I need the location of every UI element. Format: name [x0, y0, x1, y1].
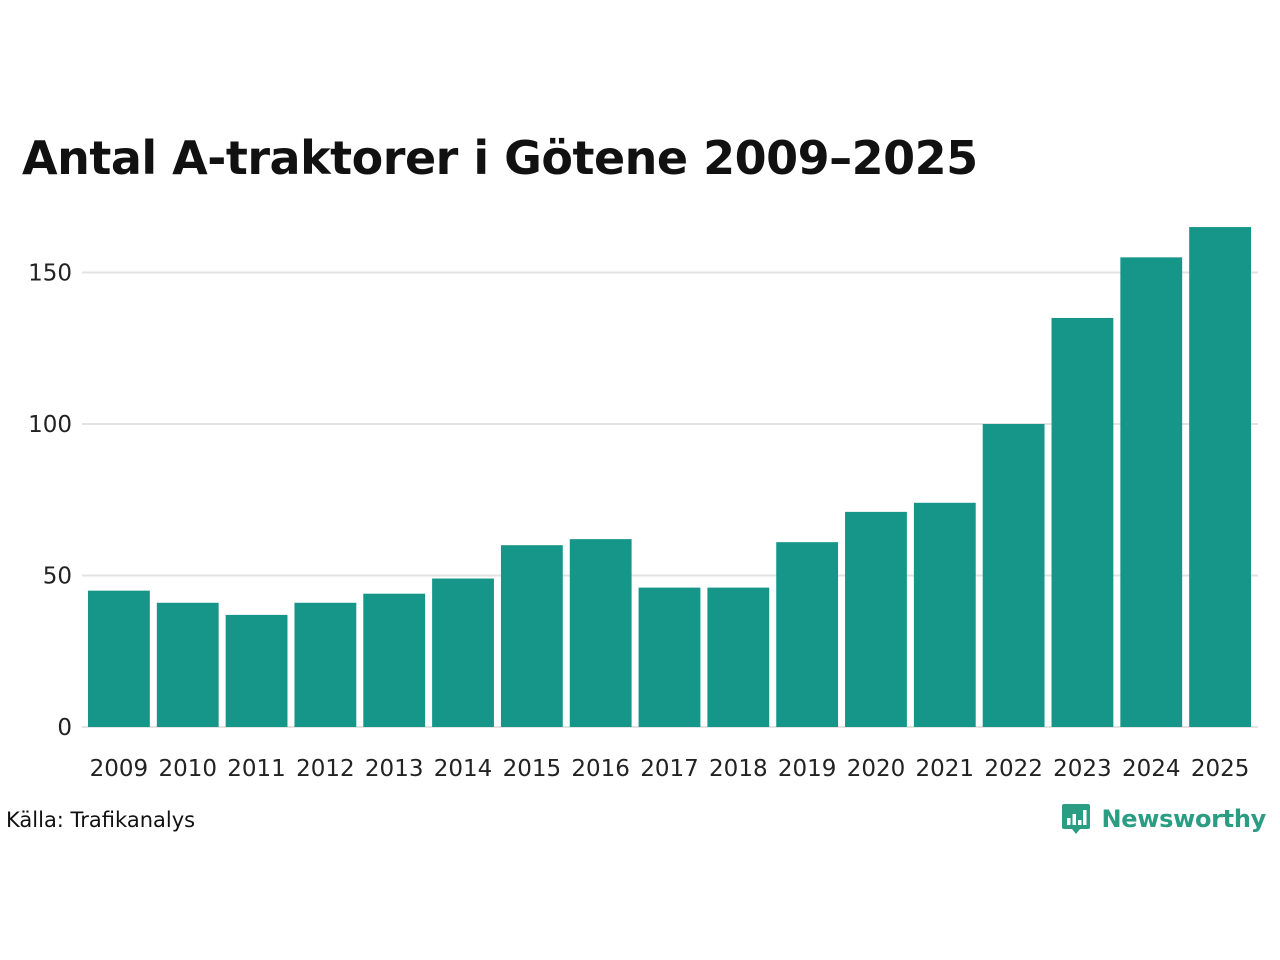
bar-2012	[294, 602, 357, 727]
x-tick-label: 2012	[296, 756, 355, 782]
bar-2022	[982, 424, 1045, 727]
x-tick-label: 2016	[571, 756, 630, 782]
y-tick-label: 150	[28, 261, 72, 287]
y-tick-label: 100	[28, 412, 72, 438]
bar-2014	[432, 578, 494, 727]
x-tick-label: 2020	[847, 756, 906, 782]
bars	[88, 227, 1251, 728]
y-tick-label: 0	[57, 715, 72, 741]
bar-2018	[707, 587, 770, 727]
x-tick-label: 2025	[1191, 756, 1250, 782]
x-axis-ticks: 2009 2010 2011 2012 2013 2014 2015 2016 2017 2018…	[90, 756, 1250, 782]
brand: Newsworthy	[1061, 802, 1266, 836]
x-tick-label: 2022	[984, 756, 1043, 782]
bar-2019	[776, 542, 839, 727]
x-tick-label: 2013	[365, 756, 424, 782]
brand-name: Newsworthy	[1101, 805, 1266, 833]
bar-2017	[638, 587, 701, 727]
x-tick-label: 2023	[1053, 756, 1112, 782]
bar-2016	[569, 539, 632, 727]
bar-2013	[363, 593, 426, 727]
bar-2009	[88, 590, 150, 727]
x-tick-label: 2024	[1122, 756, 1181, 782]
bar-2011	[225, 614, 288, 727]
y-tick-label: 50	[43, 564, 72, 590]
bar-2024	[1120, 257, 1183, 727]
x-tick-label: 2010	[158, 756, 217, 782]
bar-2023	[1051, 317, 1114, 727]
x-tick-label: 2019	[778, 756, 837, 782]
y-axis-ticks: 0 50 100 150	[28, 261, 72, 742]
chart-title: Antal A-traktorer i Götene 2009–2025	[22, 131, 978, 185]
x-tick-label: 2011	[227, 756, 286, 782]
bar-2010	[156, 602, 219, 727]
x-tick-label: 2018	[709, 756, 768, 782]
bar-2020	[845, 511, 907, 727]
x-tick-label: 2015	[503, 756, 562, 782]
bar-2025	[1189, 227, 1251, 728]
bar-2021	[913, 502, 976, 727]
source-note: Källa: Trafikanalys	[6, 808, 196, 832]
x-tick-label: 2009	[90, 756, 149, 782]
bar-2015	[500, 545, 563, 727]
newsworthy-logo-icon	[1062, 804, 1091, 834]
x-tick-label: 2017	[640, 756, 699, 782]
x-tick-label: 2021	[916, 756, 975, 782]
x-tick-label: 2014	[434, 756, 493, 782]
